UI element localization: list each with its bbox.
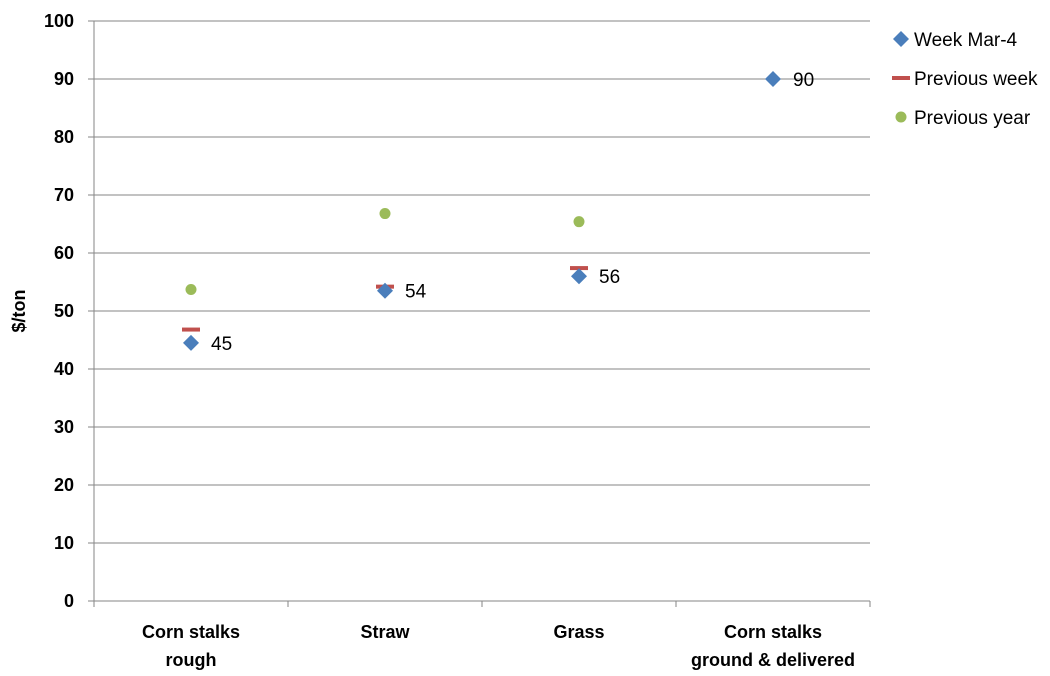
series-marks bbox=[182, 71, 781, 351]
data-label: 54 bbox=[405, 282, 427, 303]
legend-label: Previous week bbox=[914, 69, 1038, 90]
gridlines bbox=[94, 20, 870, 544]
y-tick-labels: 0 10 20 30 40 50 60 70 80 90 100 bbox=[44, 11, 74, 611]
y-tick-label: 0 bbox=[64, 591, 74, 611]
data-point bbox=[182, 327, 200, 332]
y-tick-label: 90 bbox=[54, 69, 74, 89]
y-tick-label: 10 bbox=[54, 533, 74, 553]
data-point bbox=[573, 216, 585, 228]
data-labels: 45 54 56 90 bbox=[211, 70, 814, 355]
data-point bbox=[183, 334, 199, 351]
y-axis-title: $/ton bbox=[9, 290, 29, 333]
data-point bbox=[377, 282, 393, 299]
data-point bbox=[765, 71, 781, 87]
legend-label: Week Mar-4 bbox=[914, 30, 1018, 51]
data-point bbox=[570, 266, 588, 271]
data-point bbox=[185, 284, 197, 296]
y-tick-label: 20 bbox=[54, 475, 74, 495]
y-tick-label: 80 bbox=[54, 127, 74, 147]
data-label: 56 bbox=[599, 267, 620, 288]
x-category-labels: Corn stalks rough Straw Grass Corn stalks gro… bbox=[142, 622, 855, 670]
data-point bbox=[379, 208, 391, 220]
data-label: 45 bbox=[211, 334, 232, 355]
y-tick-label: 40 bbox=[54, 359, 74, 379]
x-category-label: rough bbox=[166, 650, 217, 670]
legend-marker bbox=[892, 76, 910, 80]
legend-marker bbox=[895, 111, 907, 123]
x-category-label: Corn stalks bbox=[142, 622, 240, 642]
y-tick-label: 100 bbox=[44, 11, 74, 31]
x-category-label: Corn stalks bbox=[724, 622, 822, 642]
legend: Week Mar-4 Previous week Previous year bbox=[892, 30, 1038, 129]
x-category-label: Straw bbox=[360, 622, 410, 642]
y-tick-label: 70 bbox=[54, 185, 74, 205]
axes bbox=[88, 20, 871, 607]
x-category-label: ground & delivered bbox=[691, 650, 855, 670]
y-tick-label: 50 bbox=[54, 301, 74, 321]
y-tick-label: 60 bbox=[54, 243, 74, 263]
legend-marker bbox=[893, 31, 909, 47]
data-label: 90 bbox=[793, 70, 814, 91]
y-tick-label: 30 bbox=[54, 417, 74, 437]
data-point bbox=[571, 268, 587, 285]
x-category-label: Grass bbox=[553, 622, 604, 642]
legend-label: Previous year bbox=[914, 108, 1031, 129]
